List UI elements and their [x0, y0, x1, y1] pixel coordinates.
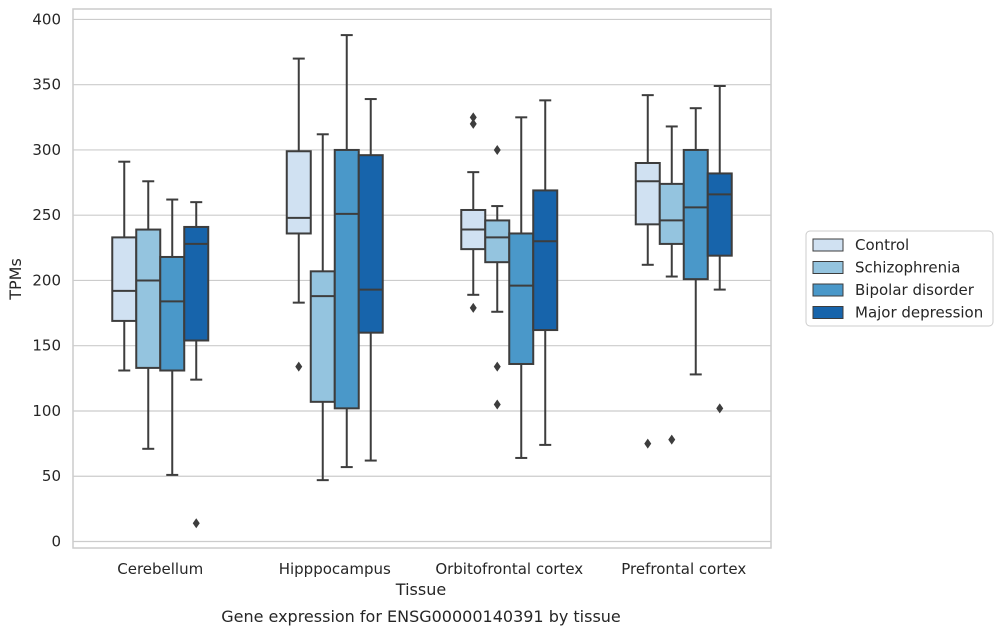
- x-tick-label: Cerebellum: [117, 560, 203, 578]
- x-axis-label: Tissue: [395, 580, 446, 599]
- box-1-0: [285, 57, 312, 372]
- box-1-3: [357, 98, 384, 462]
- x-tick-label: Hipppocampus: [279, 560, 391, 578]
- iqr-box: [135, 228, 162, 369]
- outlier-point: [716, 403, 724, 414]
- y-tick-label: 50: [42, 467, 61, 485]
- outlier-point: [668, 434, 676, 445]
- y-tick-label: 300: [32, 141, 61, 159]
- iqr-box: [357, 154, 384, 334]
- x-tick-label: Orbitofrontal cortex: [435, 560, 583, 578]
- y-tick-label: 350: [32, 76, 61, 94]
- box-3-1: [658, 125, 685, 445]
- legend-label: Schizophrenia: [855, 259, 960, 277]
- y-tick-label: 200: [32, 271, 61, 289]
- iqr-box: [508, 232, 535, 365]
- iqr-box: [532, 189, 559, 332]
- outlier-point: [493, 399, 501, 410]
- box-0-1: [135, 180, 162, 450]
- plot-frame: [72, 8, 772, 549]
- legend-label: Bipolar disorder: [855, 281, 975, 299]
- legend-swatch: [812, 283, 844, 297]
- box-1-1: [309, 133, 336, 482]
- iqr-box: [658, 182, 685, 245]
- box-3-2: [682, 107, 709, 376]
- iqr-box: [111, 236, 138, 322]
- legend-label: Major depression: [855, 304, 983, 322]
- legend: Control Schizophrenia Bipolar disorder Majo…: [805, 230, 994, 327]
- box-3-3: [706, 85, 733, 414]
- outlier-point: [469, 302, 477, 313]
- iqr-box: [634, 162, 661, 226]
- box-2-2: [508, 116, 535, 459]
- iqr-box: [159, 255, 186, 372]
- y-axis-label: TPMs: [6, 258, 25, 301]
- box-0-0: [111, 160, 138, 372]
- outlier-point: [295, 361, 303, 372]
- legend-swatch: [812, 306, 844, 319]
- box-2-1: [484, 144, 511, 410]
- box-0-2: [159, 198, 186, 476]
- legend-swatch: [812, 238, 844, 252]
- box-2-0: [460, 112, 487, 313]
- iqr-box: [183, 225, 210, 342]
- box-2-3: [532, 99, 559, 446]
- outlier-point: [644, 438, 652, 449]
- y-tick-label: 150: [32, 337, 61, 355]
- outlier-point: [493, 361, 501, 372]
- iqr-box: [333, 148, 360, 410]
- legend-label: Control: [855, 236, 909, 254]
- chart-title: Gene expression for ENSG00000140391 by t…: [221, 607, 621, 626]
- iqr-box: [484, 219, 511, 264]
- outlier-point: [192, 518, 200, 529]
- y-tick-label: 400: [32, 10, 61, 28]
- box-3-0: [634, 94, 661, 449]
- y-tick-label: 100: [32, 402, 61, 420]
- iqr-box: [682, 148, 709, 281]
- x-axis-ticks: Cerebellum Hipppocampus Orbitofrontal cort…: [117, 560, 746, 578]
- iqr-box: [285, 150, 312, 235]
- y-axis-ticks: 0 50 100 150 200 250 300 350 400: [32, 10, 61, 550]
- outlier-point: [469, 118, 477, 129]
- outlier-point: [469, 112, 477, 123]
- box-1-2: [333, 34, 360, 469]
- box-0-3: [183, 201, 210, 529]
- iqr-box: [309, 270, 336, 403]
- outlier-point: [493, 144, 501, 155]
- legend-frame: [805, 230, 994, 327]
- x-tick-label: Prefrontal cortex: [621, 560, 746, 578]
- legend-swatch: [812, 261, 844, 274]
- y-tick-label: 250: [32, 206, 61, 224]
- box-groups: [111, 34, 733, 529]
- iqr-box: [706, 172, 733, 257]
- y-tick-label: 0: [51, 532, 61, 550]
